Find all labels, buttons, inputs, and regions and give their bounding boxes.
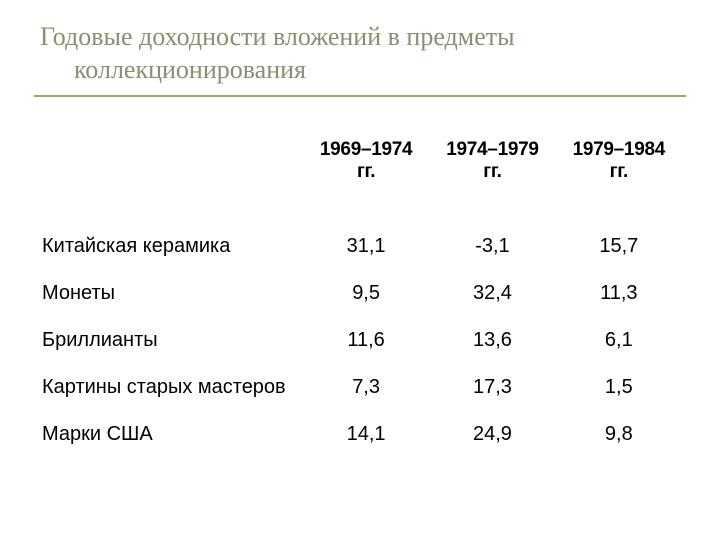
col-header-period-3: 1979–1984 гг. (556, 121, 682, 223)
row-label: Китайская керамика (38, 223, 303, 270)
table-row: Картины старых мастеров 7,3 17,3 1,5 (38, 364, 682, 411)
cell-value: 15,7 (556, 223, 682, 270)
table-header-row: 1969–1974 гг. 1974–1979 гг. 1979–1984 гг… (38, 121, 682, 223)
cell-value: 32,4 (429, 270, 555, 317)
title-line-1: Годовые доходности вложений в предметы (40, 20, 686, 53)
cell-value: 9,5 (303, 270, 429, 317)
title-line-2: коллекционирования (40, 53, 686, 86)
cell-value: 11,3 (556, 270, 682, 317)
col-header-empty (38, 121, 303, 223)
cell-value: 14,1 (303, 411, 429, 458)
cell-value: 6,1 (556, 317, 682, 364)
slide: Годовые доходности вложений в предметы к… (0, 0, 720, 540)
slide-title: Годовые доходности вложений в предметы к… (34, 20, 686, 97)
cell-value: 31,1 (303, 223, 429, 270)
returns-table: 1969–1974 гг. 1974–1979 гг. 1979–1984 гг… (38, 121, 682, 458)
col-header-period-2: 1974–1979 гг. (429, 121, 555, 223)
cell-value: 24,9 (429, 411, 555, 458)
cell-value: 1,5 (556, 364, 682, 411)
cell-value: -3,1 (429, 223, 555, 270)
cell-value: 17,3 (429, 364, 555, 411)
row-label: Марки США (38, 411, 303, 458)
row-label: Монеты (38, 270, 303, 317)
cell-value: 7,3 (303, 364, 429, 411)
col-header-period-1: 1969–1974 гг. (303, 121, 429, 223)
cell-value: 9,8 (556, 411, 682, 458)
table-row: Бриллианты 11,6 13,6 6,1 (38, 317, 682, 364)
returns-table-wrap: 1969–1974 гг. 1974–1979 гг. 1979–1984 гг… (34, 121, 686, 458)
table-row: Китайская керамика 31,1 -3,1 15,7 (38, 223, 682, 270)
cell-value: 11,6 (303, 317, 429, 364)
table-row: Марки США 14,1 24,9 9,8 (38, 411, 682, 458)
row-label: Картины старых мастеров (38, 364, 303, 411)
table-row: Монеты 9,5 32,4 11,3 (38, 270, 682, 317)
row-label: Бриллианты (38, 317, 303, 364)
cell-value: 13,6 (429, 317, 555, 364)
